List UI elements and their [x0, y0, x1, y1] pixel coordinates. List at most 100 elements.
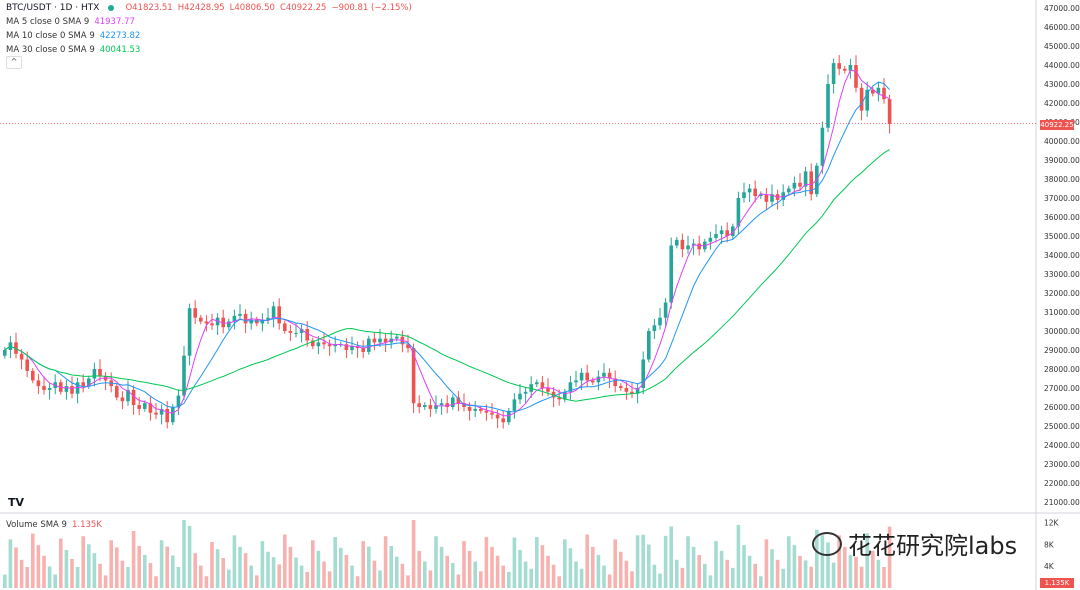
- candle-body: [809, 171, 813, 195]
- ma30-line: [4, 148, 890, 402]
- candle-body: [742, 192, 746, 198]
- indicator-ma5[interactable]: MA 5 close 0 SMA 9 41937.77: [6, 17, 135, 27]
- candle-body: [434, 405, 438, 409]
- volume-bar: [568, 548, 573, 588]
- candle-body: [417, 403, 421, 407]
- candle-body: [87, 378, 91, 387]
- candle-body: [165, 408, 169, 423]
- price-tick-label: 38000.00: [1044, 175, 1080, 184]
- candle-body: [635, 388, 640, 394]
- price-tick-label: 37000.00: [1044, 194, 1080, 203]
- volume-bar: [865, 533, 869, 588]
- volume-badge: 1.135K: [1040, 578, 1074, 588]
- candle-body: [355, 346, 360, 349]
- candle-body: [428, 405, 433, 409]
- candle-body: [859, 87, 864, 111]
- volume-bar: [809, 566, 813, 588]
- candle-body: [311, 340, 315, 347]
- volume-bar: [607, 574, 612, 588]
- volume-badge-label: 1.135K: [1044, 579, 1070, 587]
- volume-bar: [81, 536, 85, 588]
- volume-bar: [143, 554, 147, 588]
- volume-bar: [148, 562, 153, 588]
- volume-bar: [126, 567, 130, 588]
- volume-bar: [742, 545, 746, 588]
- volume-bar: [546, 555, 550, 588]
- candle-body: [770, 194, 774, 202]
- price-tick-label: 26000.00: [1044, 403, 1080, 412]
- volume-bar: [787, 536, 791, 588]
- price-tick-label: 40000.00: [1044, 137, 1080, 146]
- volume-bar: [535, 537, 539, 588]
- candle-body: [546, 388, 550, 392]
- volume-bar: [154, 576, 158, 588]
- ohlc-high: H42428.95: [177, 3, 225, 13]
- collapse-legend-button[interactable]: ^: [6, 56, 22, 69]
- candle-body: [327, 344, 332, 347]
- candle-body: [344, 344, 349, 350]
- candle-body: [882, 87, 886, 100]
- candle-body: [669, 245, 673, 303]
- indicator-ma30[interactable]: MA 30 close 0 SMA 9 40041.53: [6, 45, 140, 55]
- candle-body: [456, 397, 461, 404]
- candle-body: [31, 370, 35, 381]
- volume-bar: [579, 568, 584, 588]
- volume-bar: [64, 550, 69, 588]
- candle-body: [193, 308, 197, 318]
- volume-bar: [227, 569, 231, 588]
- volume-bar: [383, 536, 388, 588]
- candle-body: [484, 410, 489, 413]
- volume-bar: [103, 575, 108, 588]
- volume-bar: [837, 535, 841, 588]
- volume-bar: [378, 570, 382, 588]
- candle-body: [126, 389, 130, 402]
- candle-body: [787, 188, 791, 193]
- candle-body: [25, 359, 29, 371]
- volume-bar: [714, 541, 718, 588]
- volume-bar: [283, 534, 287, 588]
- candle-body: [14, 342, 18, 354]
- tradingview-logo-icon[interactable]: TV: [8, 496, 25, 509]
- volume-bar: [647, 544, 651, 588]
- volume-bar: [691, 546, 696, 588]
- candle-body: [602, 372, 606, 377]
- volume-bar: [400, 563, 405, 588]
- volume-bar: [871, 550, 875, 588]
- symbol-name[interactable]: BTC/USDT · 1D · HTX: [6, 3, 100, 13]
- volume-bar: [887, 526, 892, 588]
- candle-body: [305, 329, 309, 341]
- price-tick-label: 47000.00: [1044, 4, 1080, 13]
- indicator-ma10[interactable]: MA 10 close 0 SMA 9 42273.82: [6, 31, 140, 41]
- chevron-up-icon: ^: [10, 57, 18, 66]
- candle-body: [350, 346, 354, 350]
- volume-bar: [423, 561, 427, 588]
- ohlc-open: O41823.51: [125, 3, 173, 13]
- candle-body: [591, 380, 595, 383]
- candle-body: [70, 386, 74, 394]
- volume-bar: [439, 546, 444, 588]
- price-tick-label: 21000.00: [1044, 498, 1080, 507]
- volume-bar: [848, 554, 853, 588]
- volume-bar: [747, 555, 752, 588]
- volume-bar: [109, 540, 113, 588]
- candle-body: [249, 319, 253, 324]
- candle-body: [630, 391, 634, 394]
- candle-body: [288, 331, 293, 333]
- ohlc-change: −900.81 (−2.15%): [331, 3, 412, 13]
- volume-bar: [434, 536, 438, 588]
- volume-bar: [719, 550, 724, 588]
- volume-bar: [25, 567, 29, 588]
- candle-body: [512, 399, 517, 411]
- volume-bar: [781, 568, 785, 588]
- volume-bar: [798, 555, 802, 588]
- volume-bar: [350, 565, 354, 588]
- indicator-value: 40041.53: [99, 45, 141, 55]
- candle-body: [36, 380, 41, 387]
- volume-bar: [540, 545, 545, 588]
- volume-bar: [311, 540, 315, 588]
- volume-bar: [479, 571, 483, 588]
- candle-body: [59, 382, 63, 392]
- ma5-line: [4, 69, 890, 417]
- volume-legend[interactable]: Volume SMA 9 1.135K: [6, 520, 102, 530]
